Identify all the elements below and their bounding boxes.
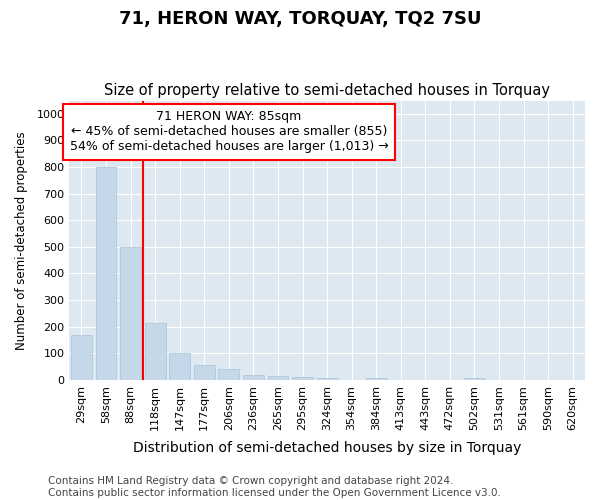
- Bar: [71, 334, 92, 380]
- Bar: [218, 370, 239, 380]
- Bar: [268, 376, 289, 380]
- Bar: [243, 374, 264, 380]
- Bar: [194, 366, 215, 380]
- Bar: [120, 247, 141, 380]
- Text: 71, HERON WAY, TORQUAY, TQ2 7SU: 71, HERON WAY, TORQUAY, TQ2 7SU: [119, 10, 481, 28]
- Bar: [464, 378, 485, 380]
- Text: 71 HERON WAY: 85sqm
← 45% of semi-detached houses are smaller (855)
54% of semi-: 71 HERON WAY: 85sqm ← 45% of semi-detach…: [70, 110, 388, 154]
- Bar: [95, 167, 116, 380]
- Bar: [169, 354, 190, 380]
- Bar: [366, 378, 386, 380]
- X-axis label: Distribution of semi-detached houses by size in Torquay: Distribution of semi-detached houses by …: [133, 441, 521, 455]
- Bar: [317, 378, 338, 380]
- Y-axis label: Number of semi-detached properties: Number of semi-detached properties: [15, 131, 28, 350]
- Text: Contains HM Land Registry data © Crown copyright and database right 2024.
Contai: Contains HM Land Registry data © Crown c…: [48, 476, 501, 498]
- Title: Size of property relative to semi-detached houses in Torquay: Size of property relative to semi-detach…: [104, 83, 550, 98]
- Bar: [145, 322, 166, 380]
- Bar: [292, 377, 313, 380]
